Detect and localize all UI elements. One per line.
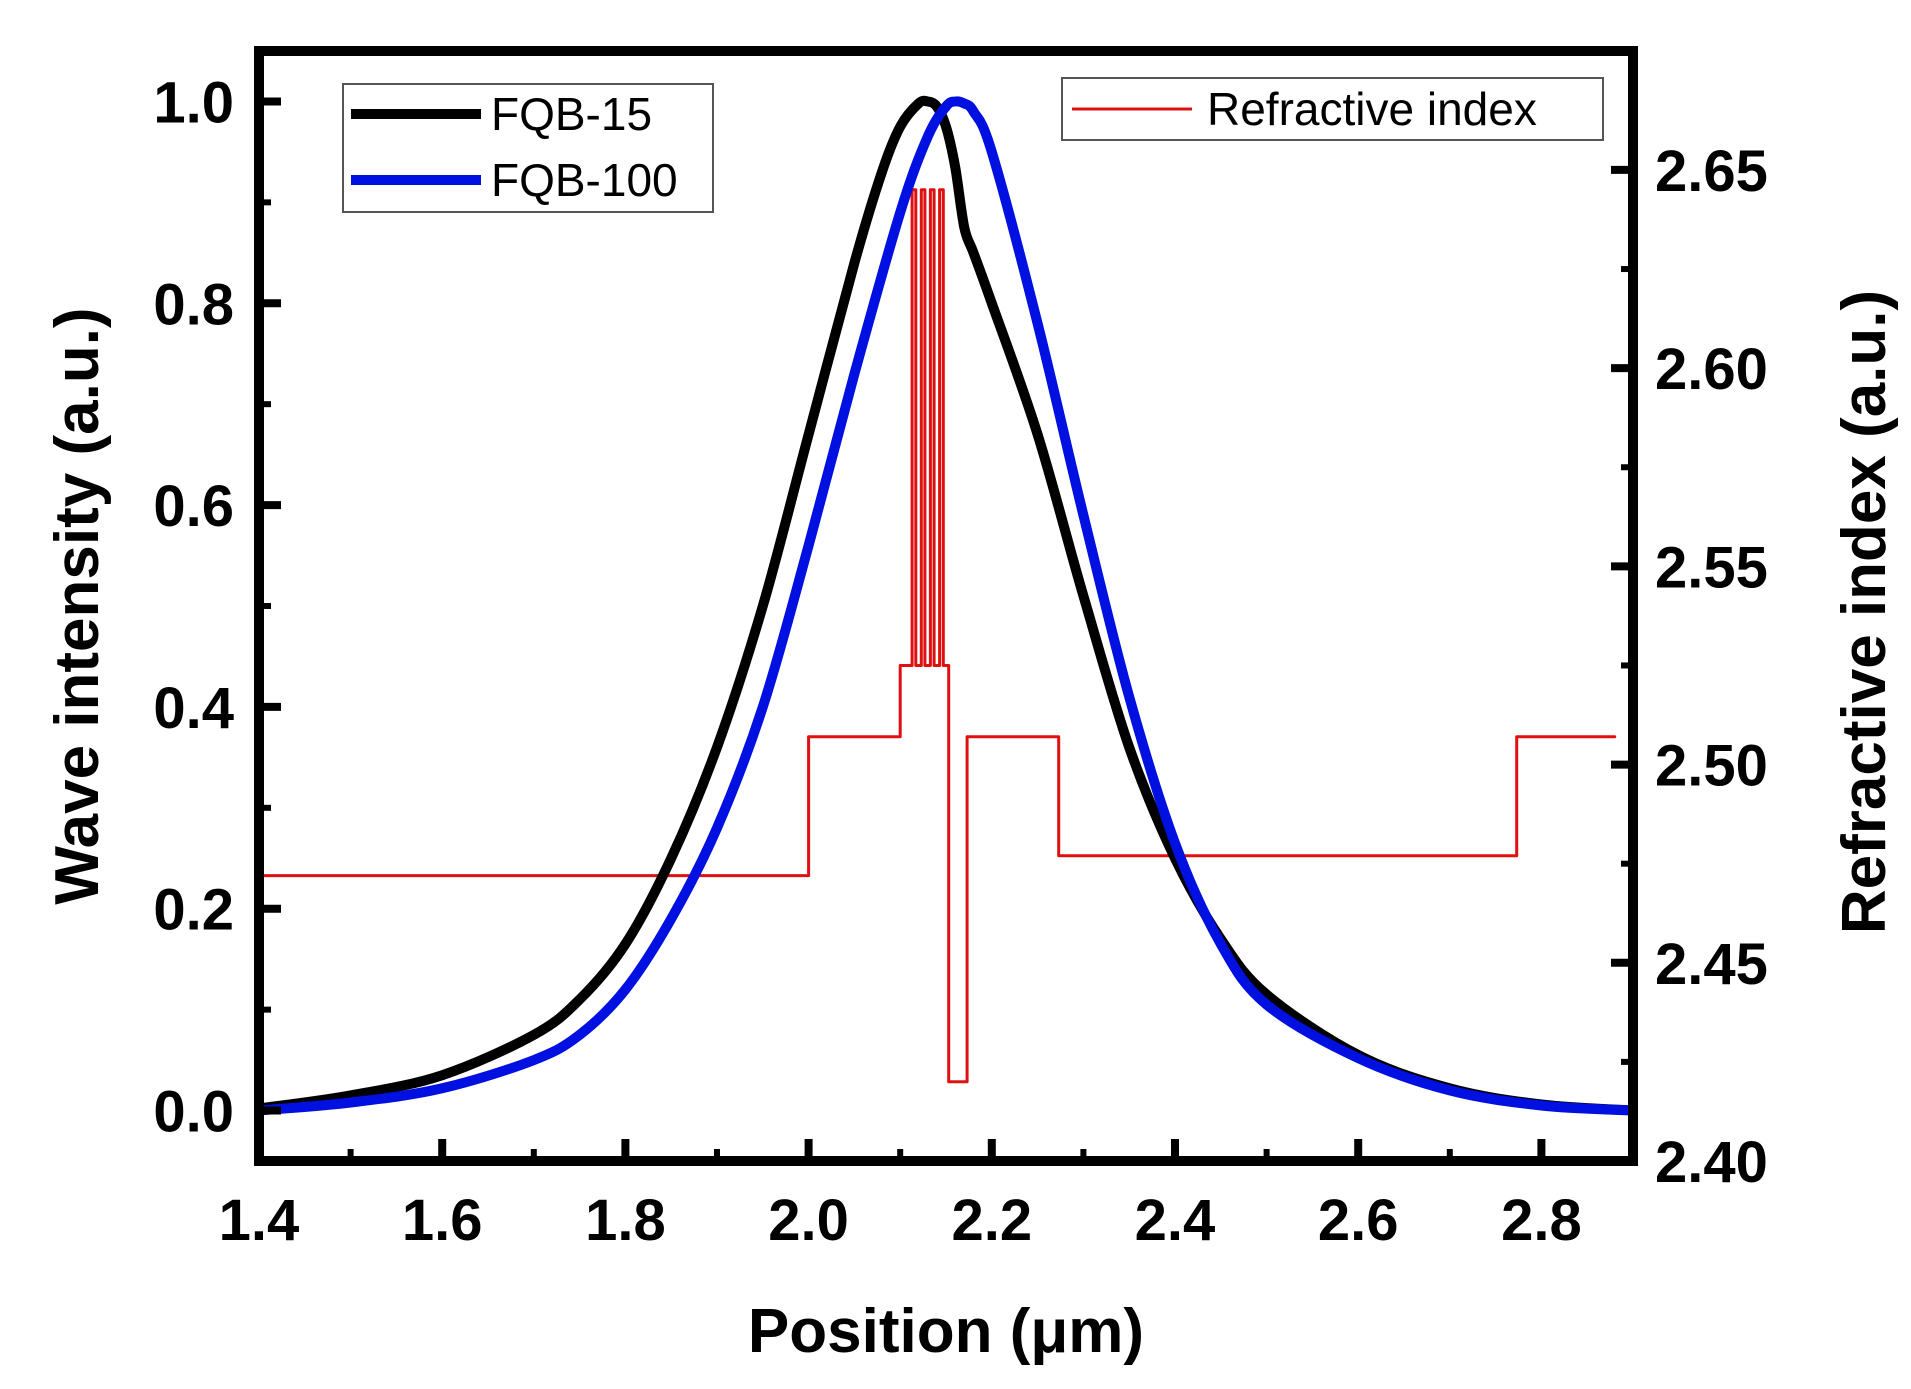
x-tick-label: 2.8 <box>1501 1188 1582 1253</box>
ticks-layer: 1.4 1.6 1.8 2.0 2.2 2.4 2.6 2.8 0.0 0.2 0.4 0.6 0.8 1… <box>153 70 1768 1253</box>
y2-tick-label: 2.45 <box>1655 932 1768 997</box>
legend-left-box <box>342 83 714 213</box>
legend-label-fqb-15: FQB-15 <box>491 88 652 140</box>
y2-tick-label: 2.50 <box>1655 734 1768 799</box>
x-tick-label: 2.6 <box>1318 1188 1399 1253</box>
legend-right: Refractive index <box>1061 77 1604 141</box>
legend-left: FQB-15 FQB-100 <box>342 83 714 213</box>
y2-tick-label: 2.55 <box>1655 535 1768 600</box>
plot-frame <box>254 46 1638 1166</box>
y-tick-label: 0.8 <box>153 272 234 337</box>
y-tick-label: 0.0 <box>153 1080 234 1145</box>
y-axis-title: Wave intensity (a.u.) <box>43 307 112 904</box>
x-axis-title: Position (μm) <box>748 1297 1144 1366</box>
x-tick-label: 1.6 <box>402 1188 483 1253</box>
series-line-fqb-15 <box>259 95 1633 1116</box>
x-tick-label: 1.4 <box>219 1188 300 1253</box>
legend-label-refractive-index: Refractive index <box>1207 83 1537 135</box>
x-tick-label: 2.4 <box>1135 1188 1216 1253</box>
y2-axis-title: Refractive index (a.u.) <box>1830 290 1899 934</box>
series-line-refractive-index <box>259 188 1617 1084</box>
series-line-fqb-100 <box>259 96 1633 1116</box>
y-tick-label: 0.4 <box>153 676 234 741</box>
y-tick-label: 1.0 <box>153 70 234 135</box>
x-tick-label: 1.8 <box>585 1188 666 1253</box>
legend-label-fqb-100: FQB-100 <box>491 154 678 206</box>
series-layer <box>259 95 1633 1116</box>
y-tick-label: 0.2 <box>153 878 234 943</box>
x-tick-label: 2.2 <box>951 1188 1032 1253</box>
y2-tick-label: 2.65 <box>1655 139 1768 204</box>
y2-tick-label: 2.40 <box>1655 1130 1768 1195</box>
y2-tick-label: 2.60 <box>1655 337 1768 402</box>
y-tick-label: 0.6 <box>153 474 234 539</box>
x-tick-label: 2.0 <box>768 1188 849 1253</box>
